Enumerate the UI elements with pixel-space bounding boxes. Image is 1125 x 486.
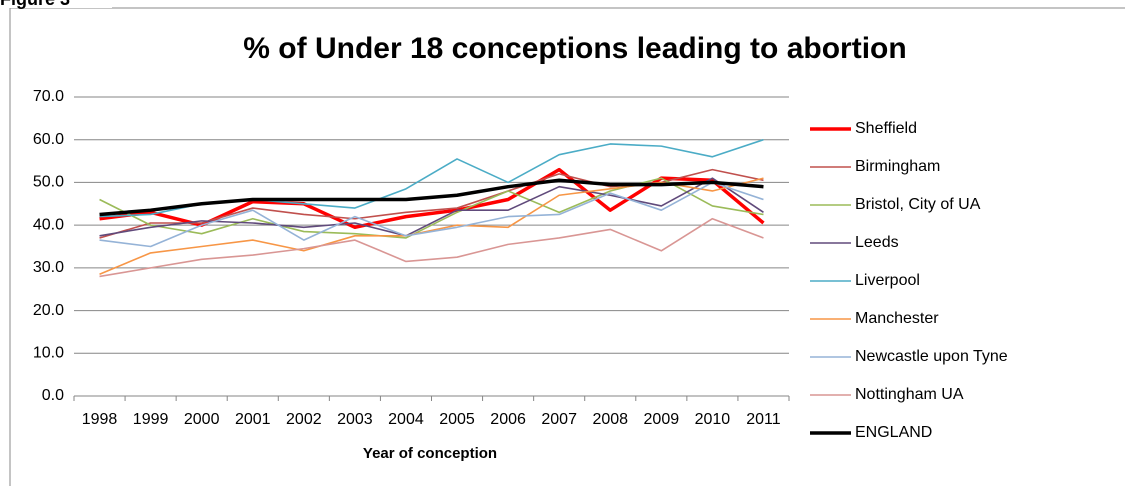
chart-border <box>9 7 1125 486</box>
legend-label: Sheffield <box>855 120 917 137</box>
legend-label: Manchester <box>855 310 939 327</box>
y-tick-label: 30.0 <box>33 259 64 276</box>
chart-title: % of Under 18 conceptions leading to abo… <box>243 32 906 65</box>
x-tick-label: 2011 <box>746 411 781 428</box>
series-line <box>99 177 764 239</box>
x-tick-label: 2010 <box>695 411 731 428</box>
legend-label: Liverpool <box>855 272 920 289</box>
legend-label: Newcastle upon Tyne <box>855 348 1008 365</box>
x-tick-label: 2005 <box>439 411 475 428</box>
x-tick-label: 2001 <box>235 411 271 428</box>
x-tick-label: 2008 <box>592 411 628 428</box>
y-tick-label: 10.0 <box>33 345 64 362</box>
x-tick-label: 2000 <box>184 411 220 428</box>
legend-label: Bristol, City of UA <box>855 196 981 213</box>
y-tick-label: 60.0 <box>33 131 64 148</box>
y-tick-label: 50.0 <box>33 174 64 191</box>
x-axis-title: Year of conception <box>363 445 497 462</box>
series-line <box>99 217 764 278</box>
y-tick-label: 20.0 <box>33 302 64 319</box>
x-tick-label: 2003 <box>337 411 373 428</box>
legend-label: Birmingham <box>855 158 940 175</box>
figure-label: Figure 3 <box>0 0 70 9</box>
legend-label: ENGLAND <box>855 424 932 441</box>
x-tick-label: 2004 <box>388 411 424 428</box>
x-tick-label: 1998 <box>82 411 118 428</box>
y-tick-label: 40.0 <box>33 216 64 233</box>
x-tick-label: 2009 <box>644 411 680 428</box>
series-line <box>99 178 764 217</box>
x-tick-label: 2007 <box>541 411 577 428</box>
y-tick-label: 70.0 <box>33 88 64 105</box>
legend-label: Leeds <box>855 234 899 251</box>
x-tick-label: 1999 <box>133 411 169 428</box>
x-tick-label: 2002 <box>286 411 322 428</box>
legend-label: Nottingham UA <box>855 386 964 403</box>
y-tick-label: 0.0 <box>42 387 64 404</box>
series-line <box>99 181 764 248</box>
label-backdrop <box>0 0 112 8</box>
series-line <box>99 177 764 237</box>
x-tick-label: 2006 <box>490 411 526 428</box>
